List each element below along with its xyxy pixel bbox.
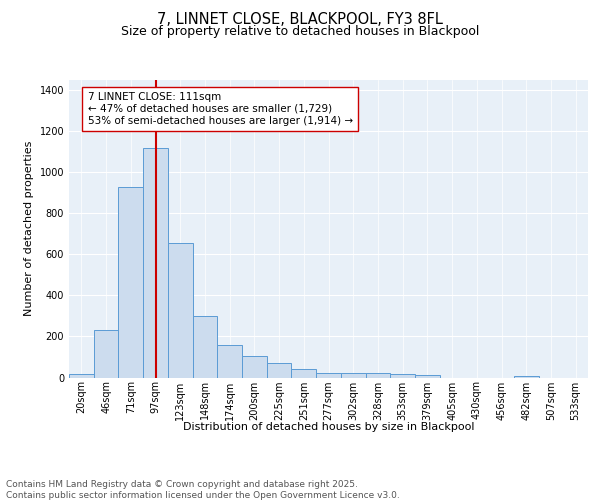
Bar: [168, 243, 193, 378]
Text: Size of property relative to detached houses in Blackpool: Size of property relative to detached ho…: [121, 25, 479, 38]
Bar: [118, 186, 143, 378]
Bar: [365, 374, 390, 378]
Bar: [217, 344, 242, 378]
Text: Contains HM Land Registry data © Crown copyright and database right 2025.
Contai: Contains HM Land Registry data © Crown c…: [6, 480, 400, 500]
Text: 7 LINNET CLOSE: 111sqm
← 47% of detached houses are smaller (1,729)
53% of semi-: 7 LINNET CLOSE: 111sqm ← 47% of detached…: [88, 92, 353, 126]
Y-axis label: Number of detached properties: Number of detached properties: [24, 141, 34, 316]
Bar: [143, 148, 168, 378]
Bar: [514, 376, 539, 378]
Bar: [267, 363, 292, 378]
Text: 7, LINNET CLOSE, BLACKPOOL, FY3 8FL: 7, LINNET CLOSE, BLACKPOOL, FY3 8FL: [157, 12, 443, 28]
Bar: [94, 330, 118, 378]
Text: Distribution of detached houses by size in Blackpool: Distribution of detached houses by size …: [183, 422, 474, 432]
Bar: [292, 370, 316, 378]
Bar: [193, 316, 217, 378]
Bar: [390, 374, 415, 378]
Bar: [69, 374, 94, 378]
Bar: [415, 376, 440, 378]
Bar: [341, 374, 365, 378]
Bar: [316, 374, 341, 378]
Bar: [242, 356, 267, 378]
